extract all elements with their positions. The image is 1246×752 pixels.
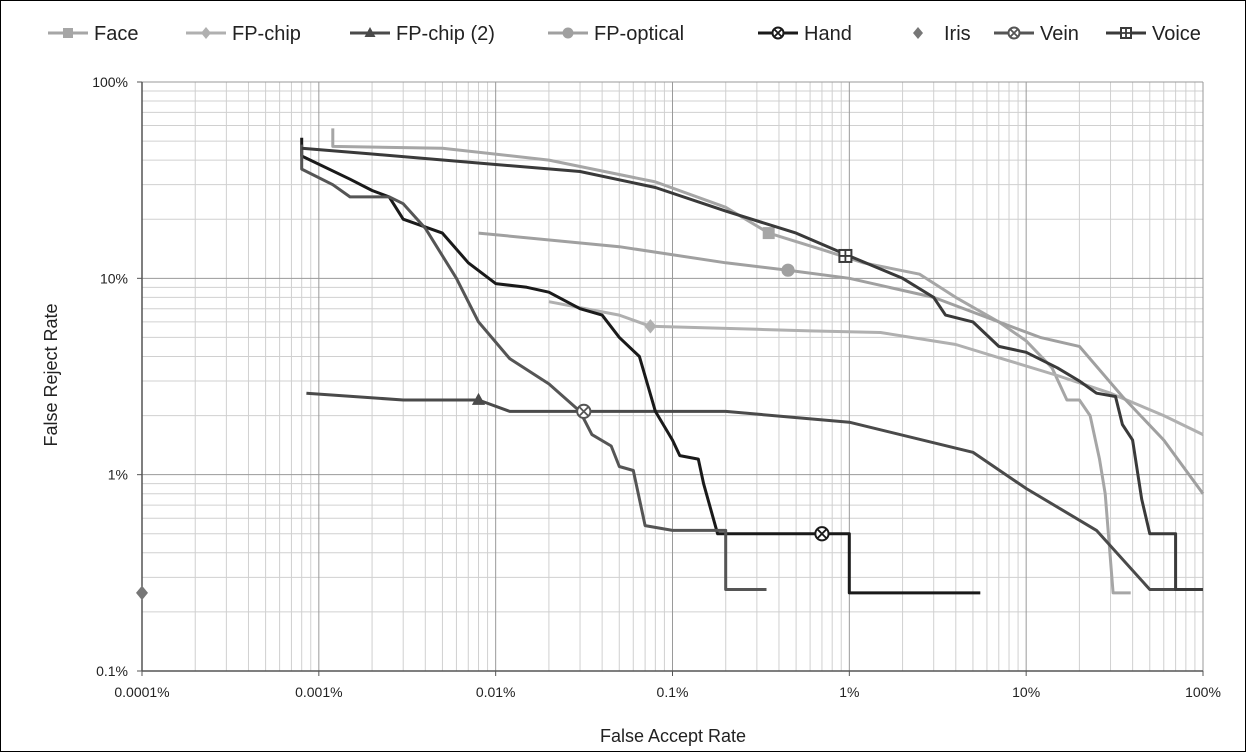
legend-marker-fp-optical [562, 27, 574, 39]
legend-item-hand: Hand [758, 23, 852, 45]
legend-item-voice: Voice [1106, 23, 1201, 45]
series-marker-vein-cross [578, 406, 589, 417]
series-line-vein [300, 144, 767, 591]
legend-marker-hand [771, 26, 785, 40]
series-line-fp-chip-2 [306, 391, 1203, 591]
x-tick-label: 0.1% [657, 684, 689, 700]
series-marker-iris [136, 585, 148, 601]
legend-label-vein: Vein [1040, 23, 1079, 45]
legend-marker-fp-chip-2 [364, 27, 376, 37]
y-tick-labels: 0.1% 1% 10% 100% [92, 74, 128, 679]
legend-marker-fp-chip [201, 27, 211, 39]
series-marker-voice [838, 248, 853, 263]
legend-label-face: Face [94, 23, 138, 45]
legend-item-iris: Iris [913, 23, 971, 45]
series-marker-vein [576, 403, 592, 420]
x-tick-label: 100% [1185, 684, 1221, 700]
series-marker-fp-chip-2 [471, 392, 486, 405]
series-face [331, 128, 1131, 595]
legend-marker-face [63, 28, 73, 38]
series-marker-face [762, 227, 775, 240]
series-marker-fp-chip [644, 319, 657, 334]
series-marker-voice-plus [839, 249, 852, 262]
legend-item-face: Face [48, 23, 138, 45]
series-line-fp-optical [478, 231, 1205, 495]
x-axis-title: False Accept Rate [600, 726, 746, 746]
y-tick-label: 0.1% [96, 663, 128, 679]
series-fp-chip [548, 300, 1204, 436]
x-tick-label: 10% [1012, 684, 1040, 700]
legend-label-hand: Hand [804, 23, 852, 45]
x-tick-label: 0.01% [476, 684, 516, 700]
series-fp-chip-2 [306, 391, 1203, 591]
legend-label-fp-chip: FP-chip [232, 23, 301, 45]
series-fp-optical [478, 231, 1205, 495]
legend-marker-voice-plus [1121, 28, 1131, 38]
series-iris [136, 585, 148, 601]
x-tick-label: 0.001% [295, 684, 342, 700]
legend-marker-voice [1120, 27, 1132, 39]
legend-label-voice: Voice [1152, 23, 1201, 45]
series-layer [136, 128, 1205, 601]
series-line-face [331, 128, 1131, 595]
series-line-fp-chip [548, 300, 1204, 436]
legend-label-iris: Iris [944, 23, 971, 45]
legend-item-fp-chip: FP-chip [186, 23, 301, 45]
legend-item-vein: Vein [994, 23, 1079, 45]
y-tick-label: 100% [92, 74, 128, 90]
legend-item-fp-optical: FP-optical [548, 23, 684, 45]
series-line-voice [301, 146, 1203, 591]
y-axis-title: False Reject Rate [41, 303, 61, 446]
series-marker-hand-cross [817, 528, 827, 539]
series-line-hand [300, 137, 981, 595]
y-tick-label: 1% [108, 467, 128, 483]
x-tick-label: 1% [839, 684, 859, 700]
legend: Face FP-chip FP-chip (2) FP-optical Hand Iris… [48, 23, 1201, 45]
legend-marker-vein [1007, 26, 1021, 40]
series-voice [301, 146, 1203, 591]
series-hand [300, 137, 981, 595]
legend-label-fp-chip-2: FP-chip (2) [396, 23, 495, 45]
series-marker-fp-optical [781, 263, 795, 277]
legend-item-fp-chip-2: FP-chip (2) [350, 23, 495, 45]
axes [137, 81, 1204, 676]
legend-label-fp-optical: FP-optical [594, 23, 684, 45]
legend-marker-vein-cross [1009, 28, 1019, 38]
x-tick-labels: 0.0001% 0.001% 0.01% 0.1% 1% 10% 100% [114, 684, 1221, 700]
legend-marker-iris [913, 27, 923, 39]
x-tick-label: 0.0001% [114, 684, 169, 700]
series-marker-hand [814, 526, 830, 542]
legend-marker-hand-cross [773, 28, 783, 38]
series-vein [300, 144, 767, 591]
y-tick-label: 10% [100, 270, 128, 286]
